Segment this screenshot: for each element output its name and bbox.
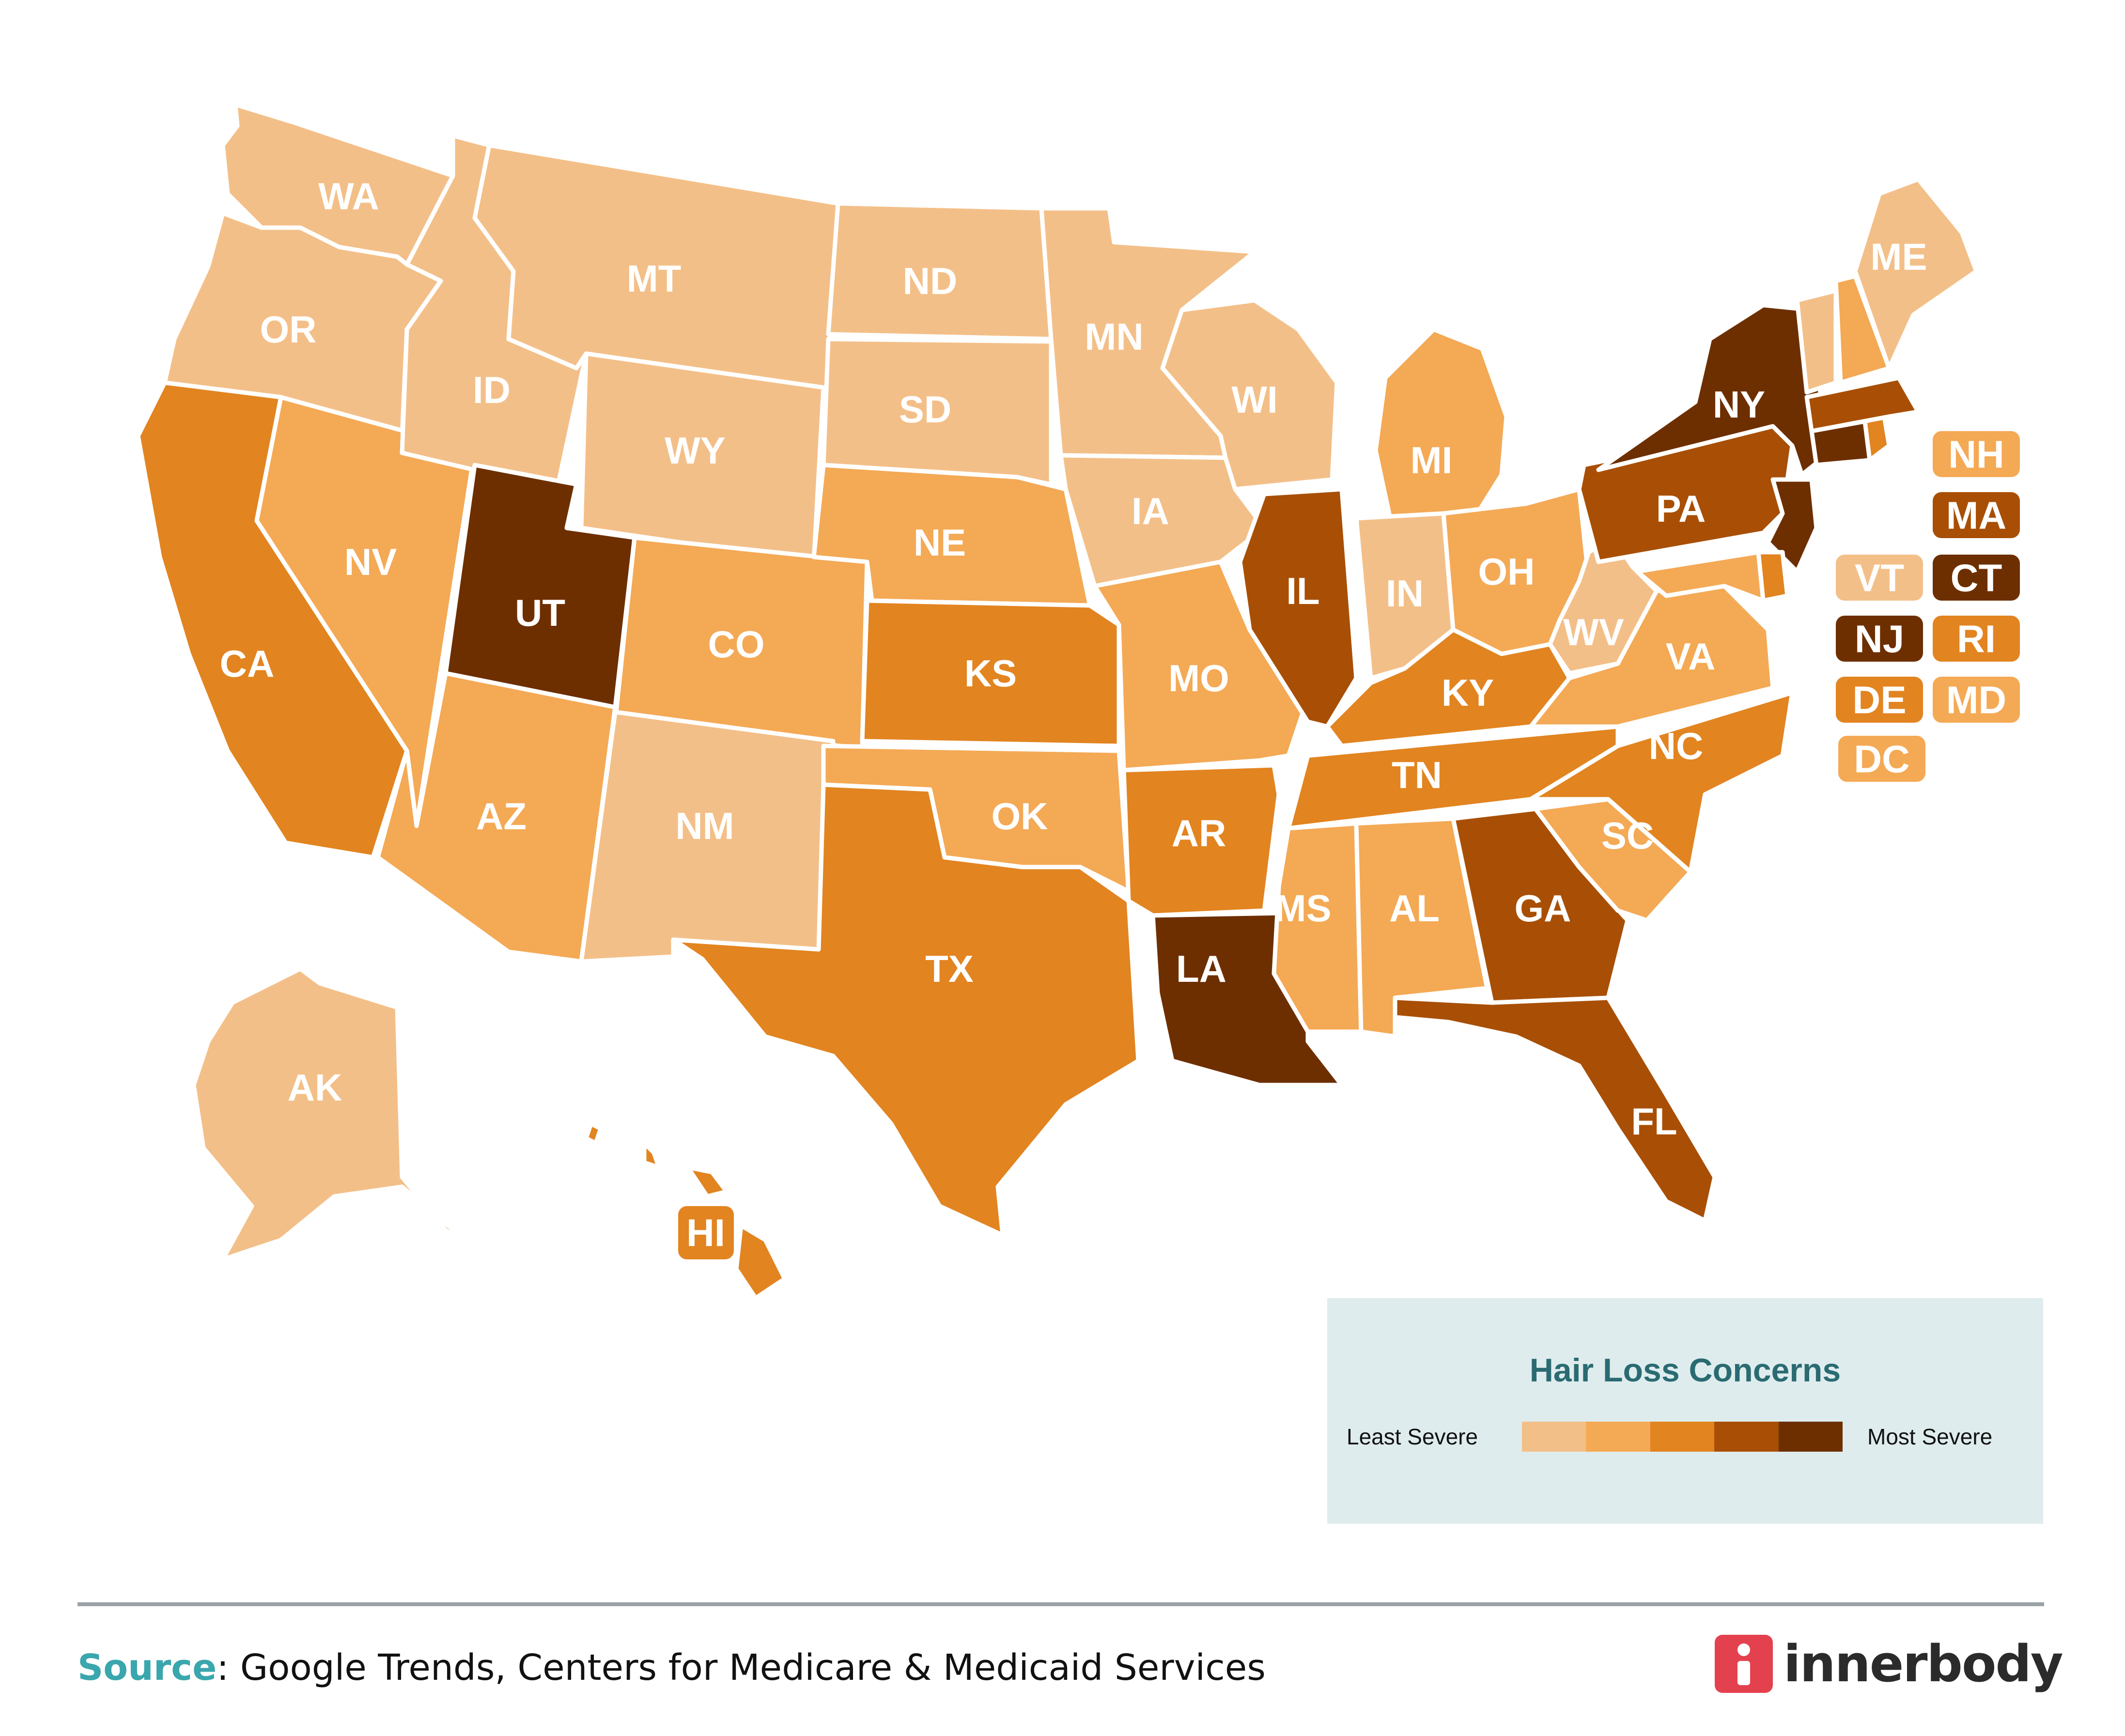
svg-text:DE: DE — [1852, 679, 1906, 722]
badge-ct: CT — [1933, 555, 2020, 601]
state-ma[interactable] — [1804, 375, 1921, 434]
state-ky[interactable] — [1325, 627, 1572, 748]
badge-de: DE — [1836, 677, 1923, 723]
source-key: Source — [78, 1647, 217, 1689]
badge-hi: HI — [678, 1206, 734, 1259]
state-fl[interactable] — [1393, 995, 1717, 1223]
legend-scale-row: Least Severe Most Severe — [1327, 1422, 2043, 1452]
state-me[interactable] — [1853, 177, 1979, 371]
state-wy[interactable] — [579, 351, 826, 564]
legend-swatch-4 — [1714, 1422, 1779, 1452]
legend-title: Hair Loss Concerns — [1529, 1352, 1841, 1389]
svg-text:DC: DC — [1854, 738, 1910, 781]
state-ak[interactable] — [191, 966, 506, 1267]
state-vt[interactable] — [1795, 288, 1838, 395]
source-text: : Google Trends, Centers for Medicare & … — [217, 1647, 1266, 1689]
svg-text:NH: NH — [1948, 433, 2004, 476]
state-ar[interactable] — [1121, 763, 1281, 918]
state-nd[interactable] — [826, 201, 1054, 341]
svg-text:HI: HI — [686, 1211, 725, 1255]
state-il[interactable] — [1238, 487, 1359, 729]
legend-color-scale — [1522, 1422, 1843, 1452]
legend-swatch-1 — [1522, 1422, 1586, 1452]
state-nj[interactable] — [1766, 477, 1819, 574]
state-nc[interactable] — [1528, 690, 1795, 874]
state-md[interactable] — [1635, 550, 1766, 603]
legend: Hair Loss Concerns Least Severe Most Sev… — [1327, 1298, 2043, 1524]
state-wi[interactable] — [1160, 298, 1339, 492]
brand-name: innerbody — [1784, 1634, 2063, 1693]
info-i-icon — [1715, 1635, 1773, 1693]
badge-vt: VT — [1836, 555, 1923, 601]
footer-divider — [78, 1602, 2044, 1606]
legend-most-label: Most Severe — [1867, 1424, 1993, 1449]
badge-nh: NH — [1933, 431, 2020, 477]
state-hi[interactable] — [584, 1121, 787, 1301]
state-ri[interactable] — [1862, 414, 1892, 463]
state-mo[interactable] — [1092, 559, 1305, 773]
state-ks[interactable] — [860, 598, 1121, 748]
svg-text:MD: MD — [1946, 679, 2006, 722]
svg-text:MA: MA — [1946, 494, 2006, 537]
source-note: Source: Google Trends, Centers for Medic… — [78, 1647, 1266, 1689]
badge-ma: MA — [1933, 492, 2020, 538]
svg-text:VT: VT — [1855, 557, 1904, 600]
state-nm[interactable] — [579, 710, 836, 964]
badge-dc: DC — [1838, 736, 1925, 782]
legend-swatch-3 — [1650, 1422, 1715, 1452]
state-tx[interactable] — [671, 782, 1141, 1238]
svg-text:NJ: NJ — [1855, 618, 1904, 661]
badge-ri: RI — [1933, 616, 2020, 662]
svg-text:CT: CT — [1951, 557, 2002, 600]
state-sd[interactable] — [821, 337, 1054, 487]
brand-logo: innerbody — [1715, 1632, 2063, 1695]
badge-md: MD — [1933, 677, 2020, 723]
legend-least-label: Least Severe — [1347, 1424, 1478, 1449]
legend-swatch-5 — [1778, 1422, 1843, 1452]
state-mi[interactable] — [1373, 327, 1509, 521]
svg-text:RI: RI — [1957, 618, 1996, 661]
badge-nj: NJ — [1836, 616, 1923, 662]
legend-swatch-2 — [1586, 1422, 1650, 1452]
